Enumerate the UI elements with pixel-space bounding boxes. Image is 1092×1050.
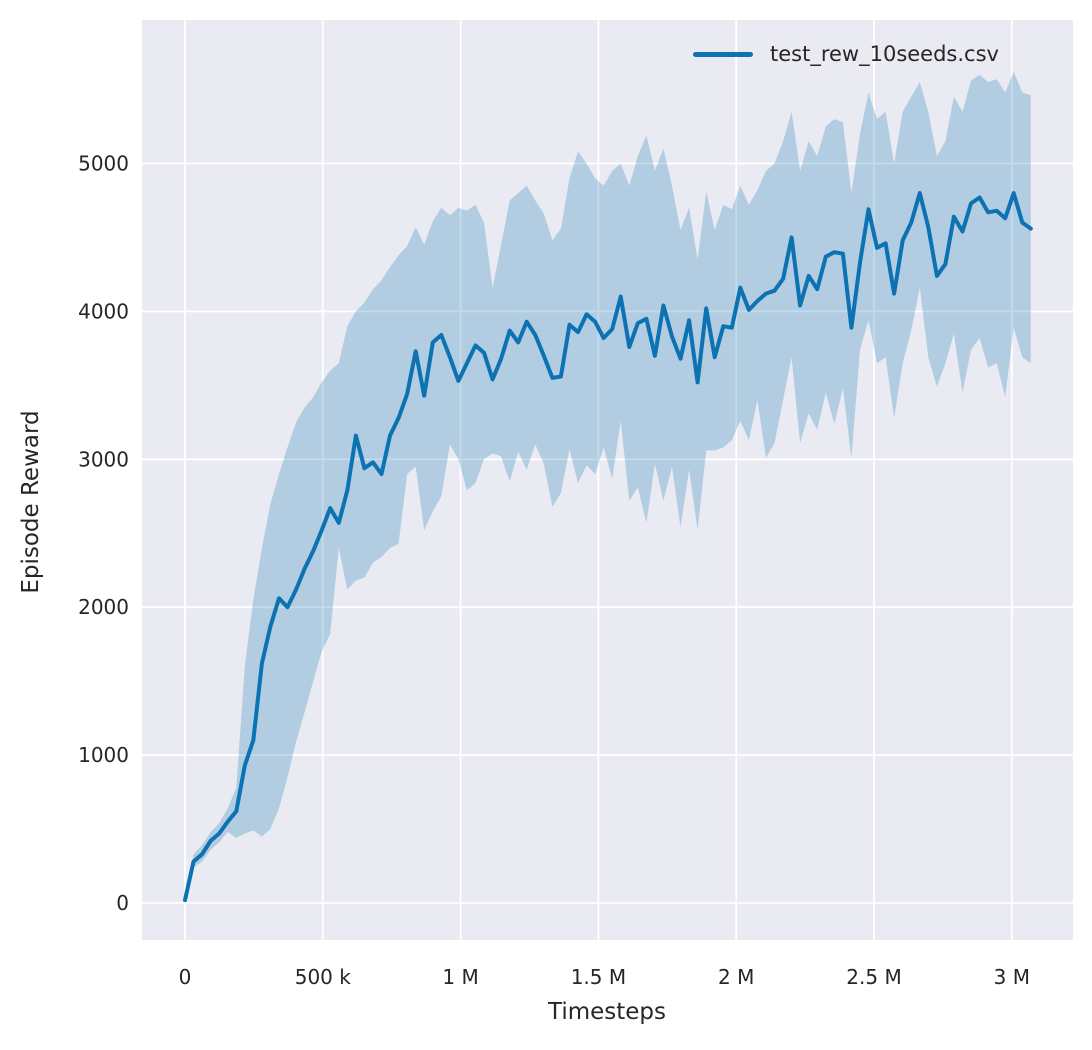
x-tick-label: 1.5 M — [571, 965, 626, 989]
series-line — [183, 191, 1033, 903]
x-tick-label: 0 — [179, 965, 192, 989]
y-tick-label: 3000 — [78, 447, 129, 471]
legend: test_rew_10seeds.csv — [693, 42, 999, 66]
y-tick-label: 2000 — [78, 595, 129, 619]
legend-line-swatch — [693, 51, 753, 57]
x-tick-label: 2.5 M — [846, 965, 901, 989]
y-tick-label: 0 — [116, 891, 129, 915]
plot-area — [142, 20, 1073, 940]
legend-label: test_rew_10seeds.csv — [770, 42, 999, 66]
y-tick-label: 4000 — [78, 299, 129, 323]
x-axis-label: Timesteps — [547, 999, 667, 1025]
x-tick-label: 500 k — [295, 965, 352, 989]
x-tick-label: 2 M — [718, 965, 754, 989]
x-tick-label: 1 M — [442, 965, 478, 989]
y-tick-label: 1000 — [78, 743, 129, 767]
y-axis-label: Episode Reward — [18, 410, 44, 594]
y-tick-label: 5000 — [78, 151, 129, 175]
x-tick-label: 3 M — [994, 965, 1030, 989]
